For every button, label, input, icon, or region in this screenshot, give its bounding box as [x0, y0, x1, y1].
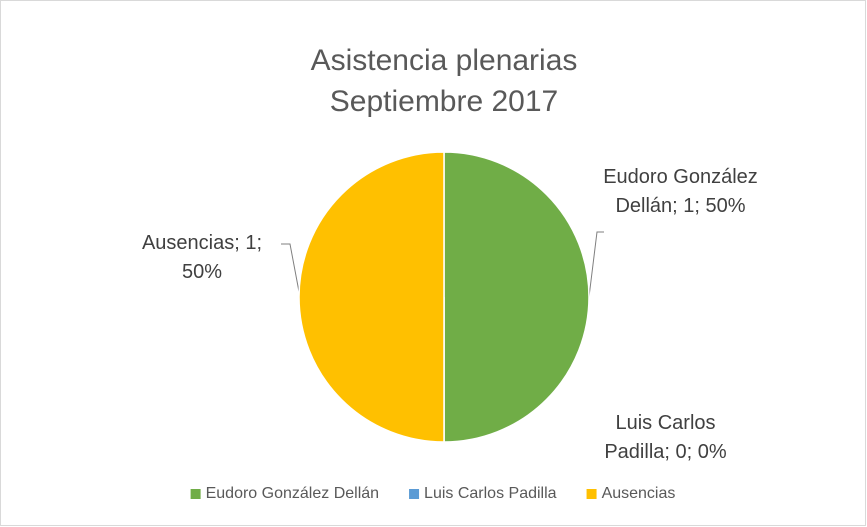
legend: Eudoro González Dellán Luis Carlos Padill… [190, 485, 676, 502]
data-label: Luis Carlos Padilla; 0; 0% [604, 412, 727, 463]
pie-slice [298, 151, 445, 443]
legend-swatch [409, 489, 420, 499]
legend-label: Luis Carlos Padilla [424, 485, 557, 502]
data-label: Ausencias; 1; 50% [141, 232, 263, 283]
legend-label: Ausencias [602, 485, 676, 502]
chart-title: Asistencia plenarias [311, 44, 578, 77]
legend-label: Eudoro González Dellán [206, 485, 379, 502]
leader-line [588, 231, 604, 298]
legend-swatch [190, 489, 201, 499]
pie [298, 151, 590, 443]
data-label: Eudoro González Dellán; 1; 50% [603, 166, 758, 217]
legend-swatch [586, 489, 597, 499]
pie-slice [443, 151, 590, 443]
chart-title: Septiembre 2017 [330, 85, 559, 118]
leader-line [281, 243, 301, 298]
